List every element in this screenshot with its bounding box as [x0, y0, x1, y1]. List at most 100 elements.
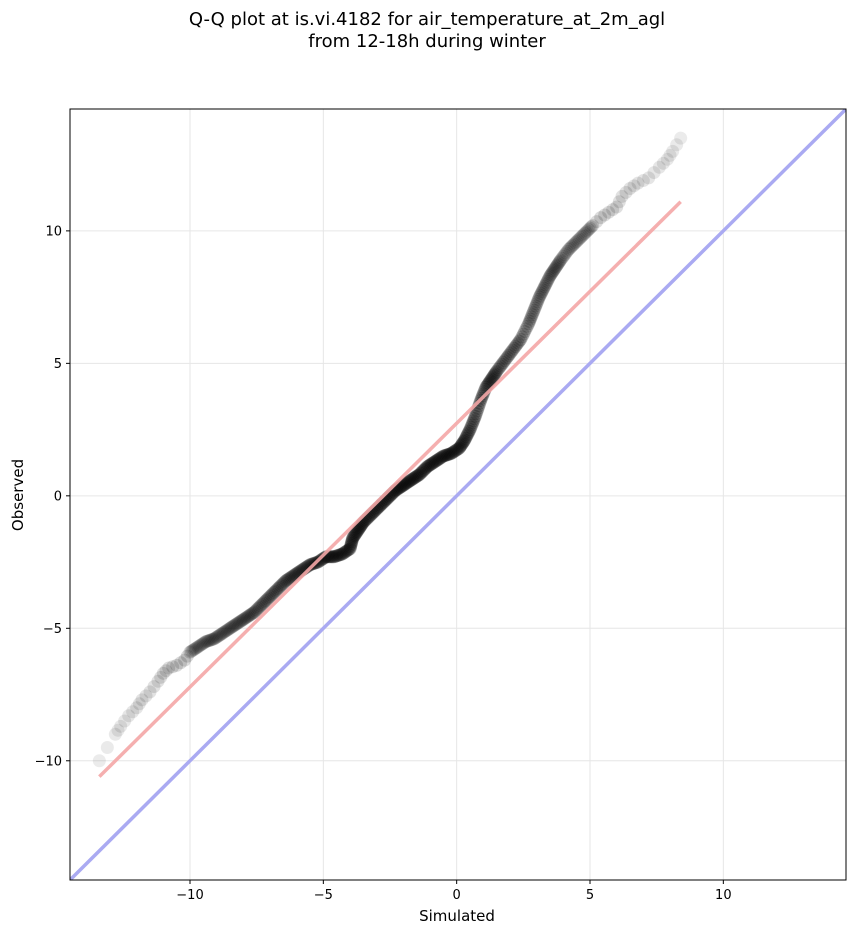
qq-point [570, 234, 584, 248]
qq-point [204, 633, 218, 647]
qq-point [236, 612, 250, 626]
qq-point [412, 468, 426, 482]
qq-point [636, 174, 650, 188]
qq-point [400, 476, 414, 490]
qq-point [562, 242, 576, 256]
qq-point [276, 576, 290, 590]
qq-point [427, 455, 441, 469]
qq-point [282, 572, 296, 586]
qq-point [212, 628, 226, 642]
qq-point [92, 754, 106, 768]
qq-point [183, 645, 197, 659]
qq-point [439, 448, 453, 462]
qq-point [304, 557, 318, 571]
qq-point [571, 233, 585, 247]
qq-point [314, 553, 328, 567]
qq-point [195, 637, 209, 651]
qq-point [184, 644, 198, 658]
qq-point [262, 591, 276, 605]
qq-point [343, 540, 357, 554]
qq-point [539, 278, 553, 292]
qq-point [488, 367, 502, 381]
x-tick-label: −10 [176, 888, 203, 903]
qq-point [531, 295, 545, 309]
qq-point [495, 357, 509, 371]
qq-point [143, 685, 157, 699]
qq-point [539, 276, 553, 290]
qq-point [139, 689, 153, 703]
qq-point [533, 288, 547, 302]
qq-point [467, 412, 481, 426]
qq-point [524, 310, 538, 324]
qq-point [340, 544, 354, 558]
qq-point [339, 544, 353, 558]
qq-point [223, 621, 237, 635]
qq-point [535, 285, 549, 299]
qq-point [268, 584, 282, 598]
qq-point [506, 343, 520, 357]
qq-point [186, 643, 200, 657]
qq-point [222, 622, 236, 636]
qq-point [453, 440, 467, 454]
qq-point [566, 238, 580, 252]
qq-point [436, 449, 450, 463]
qq-point [424, 457, 438, 471]
qq-point [602, 205, 616, 219]
qq-point [247, 605, 261, 619]
qq-point [568, 236, 582, 250]
x-tick-label: −5 [314, 888, 333, 903]
qq-point [338, 545, 352, 559]
qq-point [316, 552, 330, 566]
qq-point [586, 219, 600, 233]
qq-point [327, 550, 341, 564]
qq-point [331, 548, 345, 562]
qq-point [610, 200, 624, 214]
qq-point [345, 535, 359, 549]
qq-point [489, 366, 503, 380]
qq-point [448, 444, 462, 458]
qq-point [344, 537, 358, 551]
qq-point [283, 571, 297, 585]
qq-point [404, 473, 418, 487]
qq-point [255, 597, 269, 611]
qq-point [615, 189, 629, 203]
qq-point [230, 617, 244, 631]
qq-point [547, 264, 561, 278]
qq-point [264, 588, 278, 602]
qq-point [547, 262, 561, 276]
qq-point [248, 604, 262, 618]
qq-point [526, 306, 540, 320]
qq-point [558, 248, 572, 262]
qq-point [512, 334, 526, 348]
qq-point [544, 268, 558, 282]
qq-point [187, 642, 201, 656]
qq-point [443, 447, 457, 461]
qq-point [215, 627, 229, 641]
qq-point [486, 370, 500, 384]
qq-point [206, 632, 220, 646]
qq-point [590, 215, 604, 229]
qq-point [170, 658, 184, 672]
qq-point [254, 599, 268, 613]
qq-point [460, 428, 474, 442]
y-tick-label: −5 [43, 622, 62, 637]
x-axis: −10 −5 0 5 10 [176, 880, 732, 903]
qq-point [286, 569, 300, 583]
qq-point [126, 705, 140, 719]
qq-point [196, 636, 210, 650]
qq-point [216, 626, 230, 640]
qq-point [503, 347, 517, 361]
qq-point [447, 445, 461, 459]
qq-point [499, 352, 513, 366]
qq-point [284, 570, 298, 584]
qq-point [246, 606, 260, 620]
qq-point [220, 623, 234, 637]
qq-point [178, 653, 192, 667]
y-tick-label: 5 [54, 357, 62, 372]
qq-point [515, 330, 529, 344]
qq-point [432, 452, 446, 466]
qq-point [239, 611, 253, 625]
qq-point [450, 443, 464, 457]
chart-title: Q-Q plot at is.vi.4182 for air_temperatu… [188, 9, 666, 30]
